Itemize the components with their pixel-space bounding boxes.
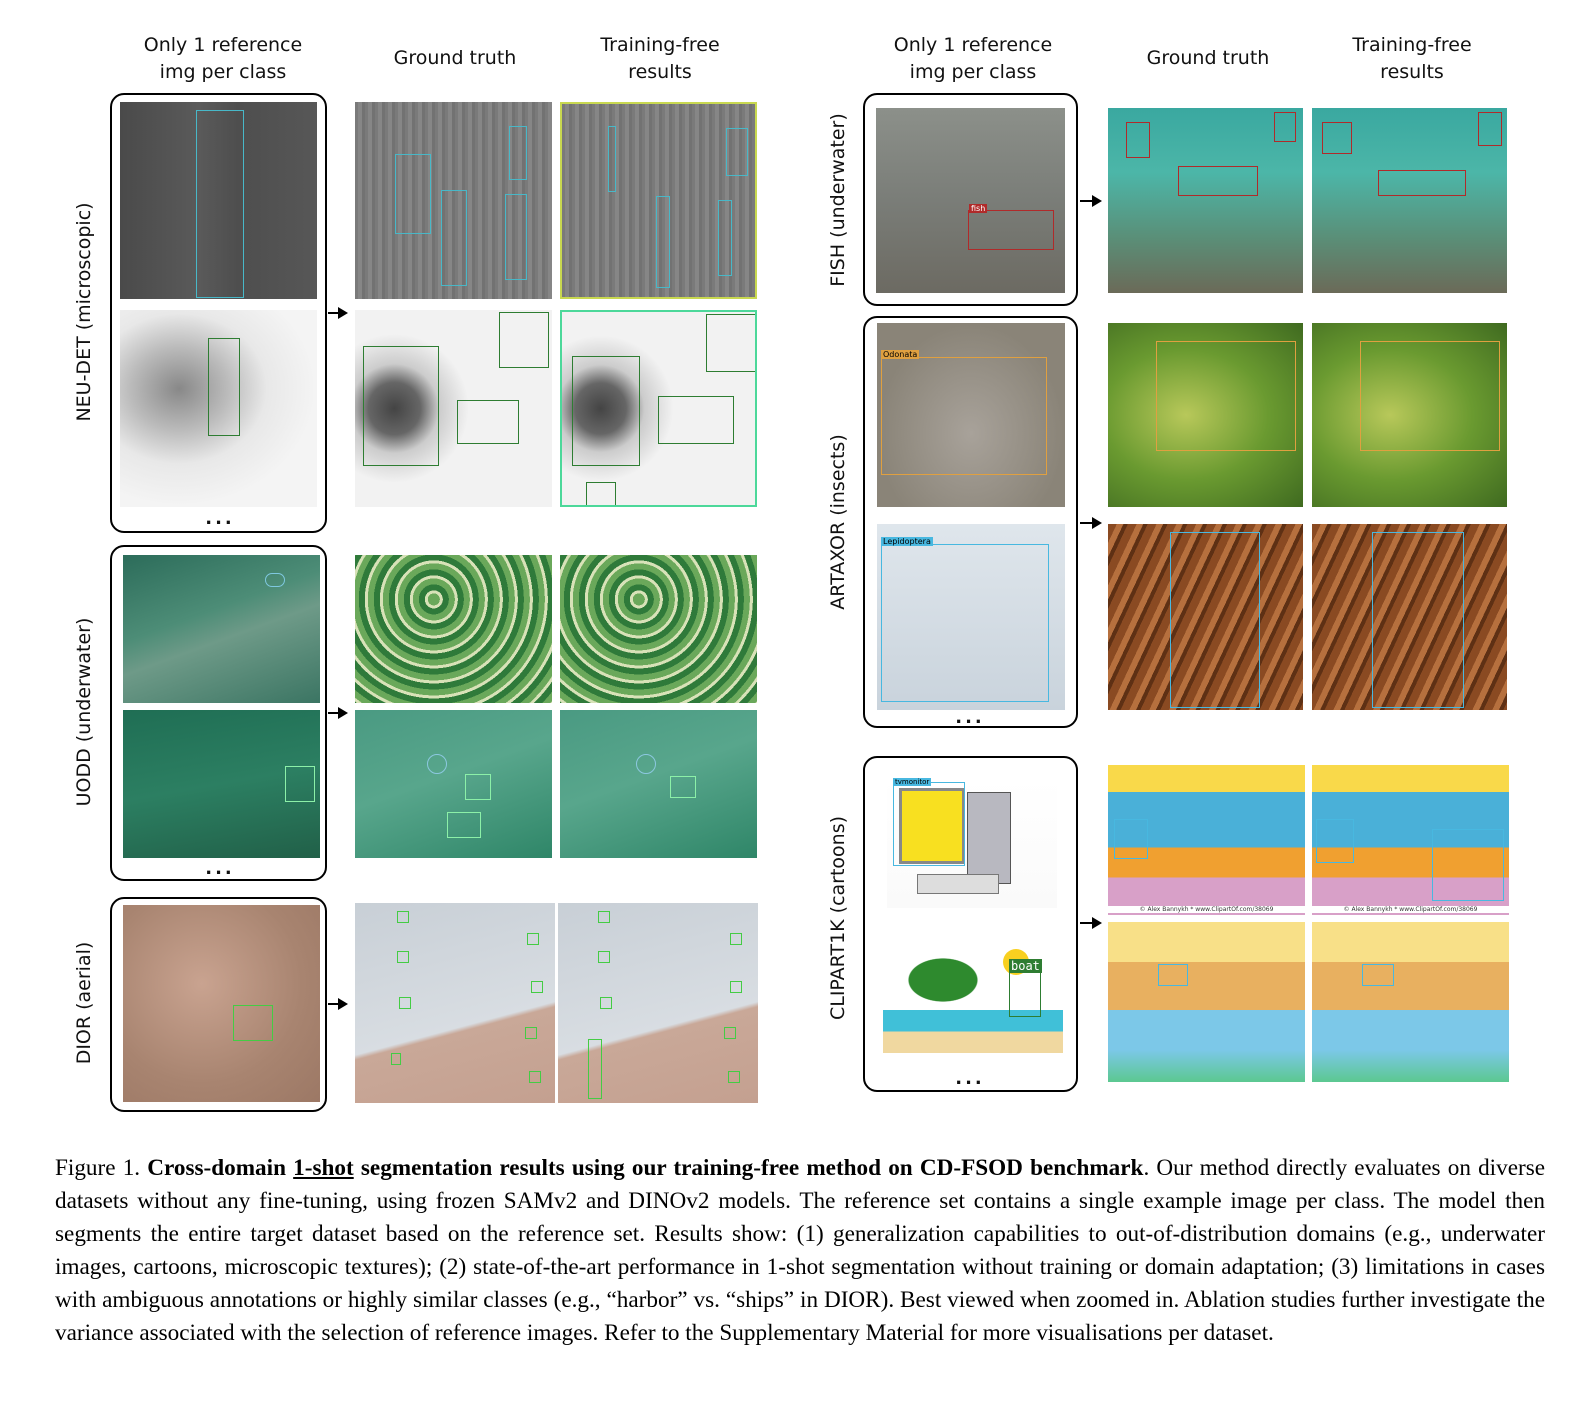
uodd-gt-image-1 <box>355 555 552 703</box>
artaxor-lepidoptera-label: Lepidoptera <box>881 537 933 546</box>
artaxor-result-image-1 <box>1312 323 1507 507</box>
uodd-gt-image-2 <box>355 710 552 858</box>
artaxor-arrow <box>1080 517 1102 529</box>
clipart1k-gt-image-2 <box>1108 922 1305 1082</box>
clipart1k-boat-label: boat <box>1009 959 1042 973</box>
clipart1k-ref-image-2: boat <box>883 945 1063 1053</box>
header-reference-left: Only 1 reference img per class <box>143 34 303 83</box>
artaxor-ref-image-2: Lepidoptera <box>877 524 1065 710</box>
artaxor-result-image-2 <box>1312 524 1507 710</box>
neu-det-gt-image-1 <box>355 102 552 299</box>
clipart1k-arrow <box>1080 917 1102 929</box>
figure-caption: Figure 1. Cross-domain 1-shot segmentati… <box>55 1152 1545 1350</box>
clipart1k-ref-image-1: tvmonitor <box>887 778 1057 908</box>
clipart1k-result-image-2 <box>1312 922 1509 1082</box>
header-training-free-left: Training-free results <box>600 34 720 83</box>
caption-body: . Our method directly evaluates on diver… <box>55 1155 1546 1346</box>
figure-label: Figure 1. <box>55 1155 141 1181</box>
dior-ref-image <box>123 905 320 1102</box>
artaxor-gt-image-2 <box>1108 524 1303 710</box>
fish-gt-image <box>1108 108 1303 293</box>
artaxor-gt-image-1 <box>1108 323 1303 507</box>
clipart1k-credit-gt: © Alex Bannykh * www.ClipartOf.com/38069 <box>1108 906 1305 913</box>
fish-arrow <box>1080 195 1102 207</box>
dior-arrow <box>328 998 348 1010</box>
neu-det-result-image-1 <box>560 102 757 299</box>
label-artaxor: ARTAXOR (insects) <box>827 434 849 610</box>
dior-gt-image <box>355 903 555 1103</box>
header-training-free-right: Training-free results <box>1352 34 1472 83</box>
header-reference-right: Only 1 reference img per class <box>893 34 1053 83</box>
uodd-ref-image-2 <box>123 710 320 858</box>
neu-det-ref-image-1 <box>120 102 317 299</box>
fish-ref-label: fish <box>969 204 988 213</box>
artaxor-ref-image-1: Odonata <box>877 323 1065 507</box>
header-ground-truth-left: Ground truth <box>393 47 517 69</box>
label-dior: DIOR (aerial) <box>73 941 95 1065</box>
clipart1k-ellipsis: ... <box>955 1068 985 1089</box>
caption-title-underlined: 1-shot <box>293 1155 354 1181</box>
artaxor-odonata-label: Odonata <box>881 350 920 359</box>
neu-det-ellipsis: ... <box>205 508 235 529</box>
neu-det-arrow <box>328 307 348 319</box>
uodd-arrow <box>328 707 348 719</box>
label-fish: FISH (underwater) <box>827 113 849 287</box>
header-ground-truth-right: Ground truth <box>1146 47 1270 69</box>
neu-det-gt-image-2 <box>355 310 552 507</box>
label-clipart1k: CLIPART1K (cartoons) <box>827 815 849 1021</box>
fish-ref-image: fish <box>876 108 1065 293</box>
uodd-ellipsis: ... <box>205 858 235 879</box>
uodd-result-image-1 <box>560 555 757 703</box>
uodd-result-image-2 <box>560 710 757 858</box>
artaxor-ellipsis: ... <box>955 707 985 728</box>
label-uodd: UODD (underwater) <box>73 617 95 807</box>
neu-det-ref-image-2 <box>120 310 317 507</box>
clipart1k-gt-image-1: © Alex Bannykh * www.ClipartOf.com/38069 <box>1108 765 1305 915</box>
clipart1k-tvmonitor-label: tvmonitor <box>893 778 932 786</box>
label-neu-det: NEU-DET (microscopic) <box>73 202 95 422</box>
clipart1k-result-image-1: © Alex Bannykh * www.ClipartOf.com/38069 <box>1312 765 1509 915</box>
neu-det-result-image-2 <box>560 310 757 507</box>
caption-title: Cross-domain 1-shot segmentation results… <box>147 1155 1144 1181</box>
clipart1k-credit-result: © Alex Bannykh * www.ClipartOf.com/38069 <box>1312 906 1509 913</box>
dior-result-image <box>558 903 758 1103</box>
fish-result-image <box>1312 108 1507 293</box>
uodd-ref-image-1 <box>123 555 320 703</box>
